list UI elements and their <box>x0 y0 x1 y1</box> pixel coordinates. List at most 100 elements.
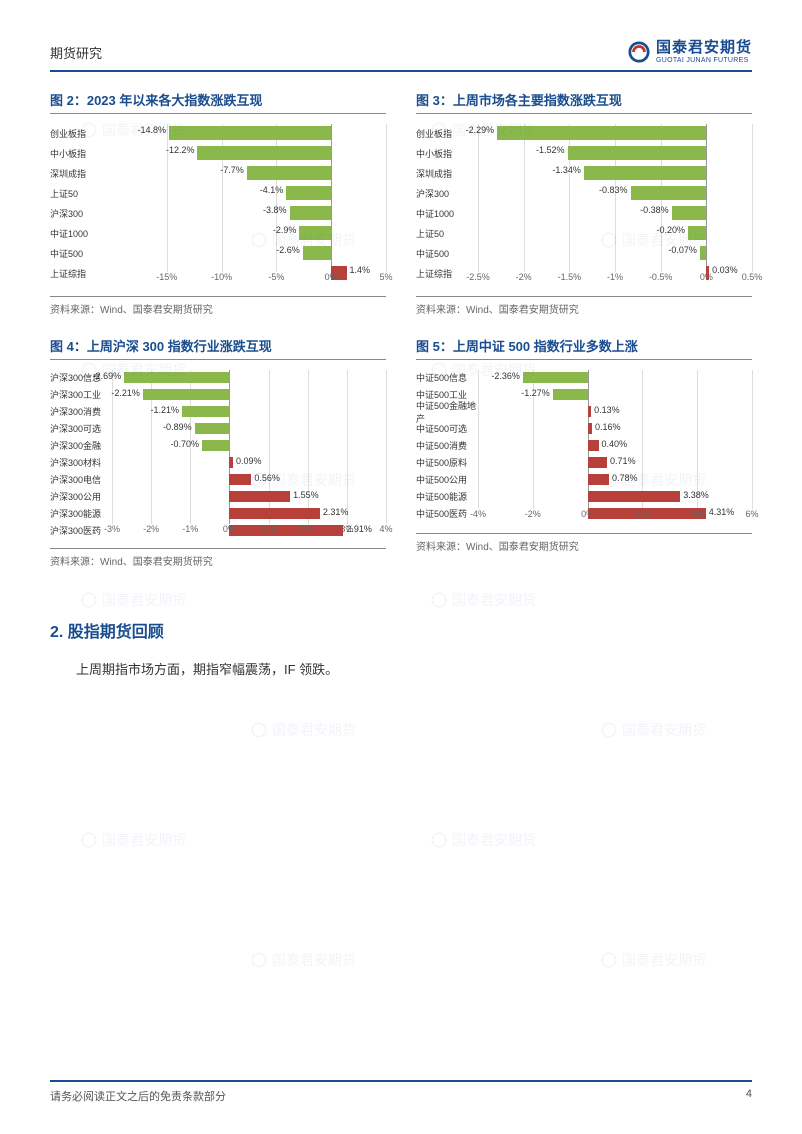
hbar-value: 1.55% <box>293 490 319 500</box>
x-axis: -4%-2%0%2%4%6% <box>478 509 752 527</box>
hbar-row: 上证50-0.20% <box>416 224 752 242</box>
hbar-row: 沪深300材料0.09% <box>50 455 386 470</box>
hbar-value: -4.1% <box>260 185 284 195</box>
hbar-chart: 中证500信息-2.36%中证500工业-1.27%中证500金融地产0.13%… <box>416 370 752 527</box>
hbar-value: -2.21% <box>111 388 140 398</box>
hbar-label: 沪深300能源 <box>50 507 112 520</box>
x-tick: -2.5% <box>466 272 490 282</box>
gridline <box>386 124 387 272</box>
hbar-label: 中证500可选 <box>416 422 478 435</box>
hbar-value: 0.78% <box>612 473 638 483</box>
hbar-label: 中证500信息 <box>416 371 478 384</box>
hbar-value: 0.13% <box>594 405 620 415</box>
hbar-value: 0.40% <box>602 439 628 449</box>
hbar-fill <box>229 474 251 485</box>
watermark: 国泰君安期货 <box>80 590 186 610</box>
x-tick: 5% <box>379 272 392 282</box>
chart-area: 创业板指-14.8%中小板指-12.2%深圳成指-7.7%上证50-4.1%沪深… <box>50 124 386 290</box>
hbar-fill <box>202 440 229 451</box>
hbar-track: -2.6% <box>112 244 386 262</box>
hbar-value: 0.56% <box>254 473 280 483</box>
hbar-label: 中证500 <box>416 247 478 260</box>
section-heading: 2. 股指期货回顾 <box>50 618 752 642</box>
watermark: 国泰君安期货 <box>600 950 706 970</box>
chart-block-1: 图 3：上周市场各主要指数涨跌互现创业板指-2.29%中小板指-1.52%深圳成… <box>416 90 752 316</box>
hbar-track: -1.34% <box>478 164 752 182</box>
x-tick: 2% <box>301 524 314 534</box>
hbar-value: -2.29% <box>466 125 495 135</box>
hbar-fill <box>631 186 707 200</box>
x-tick: 4% <box>691 509 704 519</box>
hbar-value: 3.38% <box>683 490 709 500</box>
hbar-label: 沪深300材料 <box>50 456 112 469</box>
hbar-label: 沪深300电信 <box>50 473 112 486</box>
chart-title: 图 5：上周中证 500 指数行业多数上涨 <box>416 336 752 360</box>
hbar-label: 上证50 <box>50 187 112 200</box>
hbar-track: 0.78% <box>478 472 752 487</box>
watermark: 国泰君安期货 <box>80 830 186 850</box>
hbar-track: -2.69% <box>112 370 386 385</box>
x-tick: -5% <box>268 272 284 282</box>
hbar-fill <box>197 146 331 160</box>
x-tick: -2% <box>516 272 532 282</box>
hbar-track: -3.8% <box>112 204 386 222</box>
hbar-fill <box>688 226 706 240</box>
hbar-fill <box>584 166 706 180</box>
x-tick: -0.5% <box>649 272 673 282</box>
hbar-label: 中证500原料 <box>416 456 478 469</box>
x-tick: 2% <box>636 509 649 519</box>
hbar-fill <box>299 226 331 240</box>
hbar-fill <box>195 423 230 434</box>
hbar-fill <box>568 146 707 160</box>
hbar-fill <box>182 406 229 417</box>
hbar-row: 创业板指-14.8% <box>50 124 386 142</box>
gridline <box>752 124 753 272</box>
watermark: 国泰君安期货 <box>600 720 706 740</box>
watermark: 国泰君安期货 <box>430 590 536 610</box>
hbar-fill <box>124 372 229 383</box>
hbar-fill <box>497 126 706 140</box>
hbar-label: 沪深300医药 <box>50 524 112 537</box>
hbar-row: 沪深300可选 -0.89% <box>50 421 386 436</box>
hbar-label: 中小板指 <box>50 147 112 160</box>
chart-source: 资料来源：Wind、国泰君安期货研究 <box>416 296 752 316</box>
hbar-track: 0.09% <box>112 455 386 470</box>
hbar-fill <box>588 406 592 417</box>
hbar-row: 沪深300-3.8% <box>50 204 386 222</box>
hbar-label: 沪深300消费 <box>50 405 112 418</box>
hbar-value: -2.9% <box>273 225 297 235</box>
hbar-track: 0.40% <box>478 438 752 453</box>
logo-cn: 国泰君安期货 <box>656 40 752 57</box>
hbar-row: 中证500原料0.71% <box>416 455 752 470</box>
x-tick: 0% <box>700 272 713 282</box>
chart-block-3: 图 5：上周中证 500 指数行业多数上涨中证500信息-2.36%中证500工… <box>416 336 752 568</box>
hbar-fill <box>588 491 681 502</box>
hbar-value: -1.21% <box>151 405 180 415</box>
chart-area: 沪深300信息-2.69%沪深300工业-2.21%沪深300消费-1.21%沪… <box>50 370 386 542</box>
x-tick: -1% <box>607 272 623 282</box>
hbar-track: -0.20% <box>478 224 752 242</box>
hbar-row: 创业板指-2.29% <box>416 124 752 142</box>
hbar-label: 上证50 <box>416 227 478 240</box>
hbar-value: -14.8% <box>137 125 166 135</box>
x-tick: -2% <box>143 524 159 534</box>
hbar-track: -2.36% <box>478 370 752 385</box>
hbar-value: -1.27% <box>521 388 550 398</box>
hbar-fill <box>700 246 706 260</box>
hbar-value: -3.8% <box>263 205 287 215</box>
hbar-track: -0.83% <box>478 184 752 202</box>
company-logo: 国泰君安期货 GUOTAI JUNAN FUTURES <box>628 40 752 64</box>
hbar-value: 2.31% <box>323 507 349 517</box>
hbar-value: -0.89% <box>163 422 192 432</box>
logo-text: 国泰君安期货 GUOTAI JUNAN FUTURES <box>656 40 752 64</box>
hbar-value: 0.16% <box>595 422 621 432</box>
hbar-row: 中小板指-12.2% <box>50 144 386 162</box>
chart-title: 图 2：2023 年以来各大指数涨跌互现 <box>50 90 386 114</box>
hbar-track: -0.89% <box>112 421 386 436</box>
hbar-row: 中证500-0.07% <box>416 244 752 262</box>
gridline <box>386 370 387 524</box>
hbar-track: -14.8% <box>112 124 386 142</box>
hbar-label: 沪深300可选 <box>50 422 112 435</box>
hbar-row: 沪深300-0.83% <box>416 184 752 202</box>
x-tick: -15% <box>156 272 177 282</box>
